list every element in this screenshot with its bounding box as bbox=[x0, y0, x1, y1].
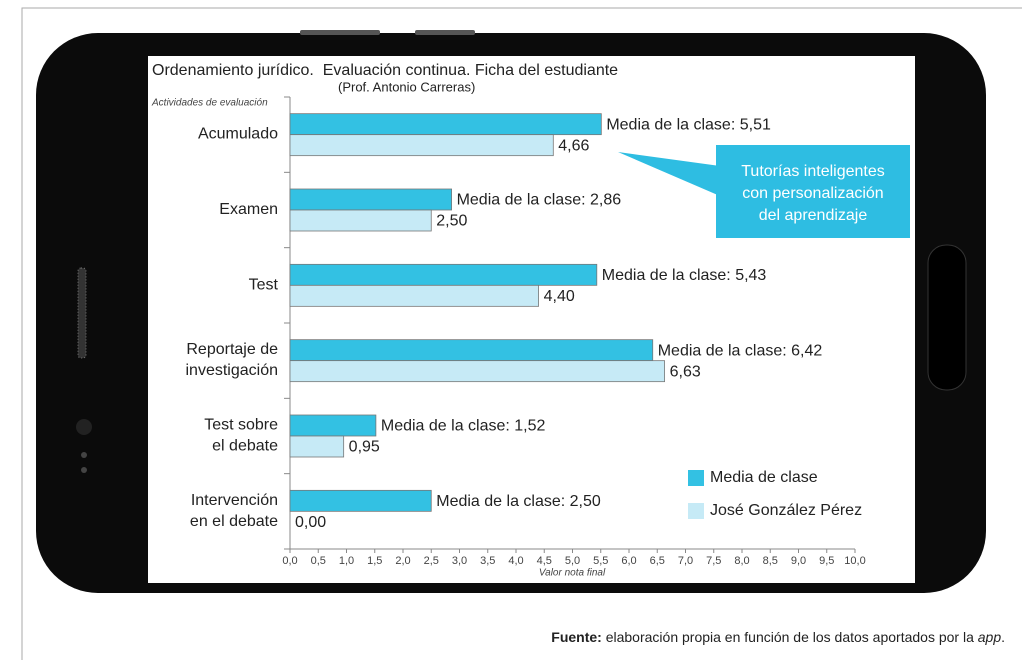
bar bbox=[290, 114, 601, 135]
callout-text: del aprendizaje bbox=[759, 207, 868, 224]
x-tick-label: 3,0 bbox=[452, 555, 467, 567]
value-label: Media de la clase: 2,86 bbox=[457, 192, 622, 209]
value-label: 4,66 bbox=[558, 137, 589, 154]
x-tick-label: 10,0 bbox=[844, 555, 865, 567]
value-label: Media de la clase: 1,52 bbox=[381, 418, 546, 435]
x-tick-label: 8,5 bbox=[763, 555, 778, 567]
x-tick-label: 7,5 bbox=[706, 555, 721, 567]
x-tick-label: 8,0 bbox=[734, 555, 749, 567]
source-end: . bbox=[1001, 629, 1005, 645]
x-tick-label: 7,0 bbox=[678, 555, 693, 567]
x-tick-label: 9,0 bbox=[791, 555, 806, 567]
bar bbox=[290, 361, 665, 382]
value-label: Media de la clase: 5,43 bbox=[602, 267, 767, 284]
value-label: 2,50 bbox=[436, 213, 467, 230]
y-tick-label: Examen bbox=[219, 201, 278, 218]
chart-subtitle: (Prof. Antonio Carreras) bbox=[338, 79, 475, 94]
source: Fuente: elaboración propia en función de… bbox=[551, 629, 1005, 645]
source-text: elaboración propia en función de los dat… bbox=[602, 629, 978, 645]
home-button bbox=[928, 245, 966, 390]
bar bbox=[290, 415, 376, 436]
sensor bbox=[81, 467, 87, 473]
value-label: 0,00 bbox=[295, 514, 326, 531]
x-tick-label: 2,0 bbox=[395, 555, 410, 567]
y-tick-label: Test bbox=[249, 277, 279, 294]
bar bbox=[290, 210, 431, 231]
source-app: app bbox=[978, 629, 1002, 645]
bar bbox=[290, 285, 539, 306]
speaker bbox=[78, 268, 86, 358]
legend-swatch bbox=[688, 470, 704, 486]
y-tick-label: Acumulado bbox=[198, 126, 278, 143]
x-tick-label: 1,5 bbox=[367, 555, 382, 567]
callout-text: Tutorías inteligentes bbox=[741, 163, 884, 180]
bar bbox=[290, 189, 452, 210]
sensor bbox=[81, 452, 87, 458]
x-tick-label: 1,0 bbox=[339, 555, 354, 567]
value-label: 4,40 bbox=[544, 288, 575, 305]
value-label: 0,95 bbox=[349, 439, 380, 456]
x-tick-label: 9,5 bbox=[819, 555, 834, 567]
legend-label: José González Pérez bbox=[710, 502, 862, 519]
legend-label: Media de clase bbox=[710, 469, 818, 486]
callout-text: con personalización bbox=[742, 185, 883, 202]
value-label: Media de la clase: 5,51 bbox=[606, 116, 771, 133]
x-tick-label: 3,5 bbox=[480, 555, 495, 567]
x-tick-label: 4,0 bbox=[508, 555, 523, 567]
x-axis-label: Valor nota final bbox=[539, 568, 606, 579]
x-tick-label: 2,5 bbox=[424, 555, 439, 567]
value-label: Media de la clase: 2,50 bbox=[436, 493, 601, 510]
camera bbox=[76, 419, 92, 435]
legend-swatch bbox=[688, 503, 704, 519]
value-label: 6,63 bbox=[670, 363, 701, 380]
x-tick-label: 5,0 bbox=[565, 555, 580, 567]
source-label: Fuente: bbox=[551, 629, 602, 645]
x-tick-label: 6,0 bbox=[621, 555, 636, 567]
y-axis-label: Actividades de evaluación bbox=[151, 98, 268, 109]
page: Ordenamiento jurídico. Evaluación contin… bbox=[0, 0, 1022, 660]
phone-button bbox=[415, 30, 475, 35]
chart-title: Ordenamiento jurídico. Evaluación contin… bbox=[152, 62, 618, 79]
x-tick-label: 5,5 bbox=[593, 555, 608, 567]
x-tick-label: 6,5 bbox=[650, 555, 665, 567]
x-tick-label: 0,5 bbox=[311, 555, 326, 567]
bar bbox=[290, 264, 597, 285]
phone-button bbox=[300, 30, 380, 35]
bar bbox=[290, 340, 653, 361]
bar bbox=[290, 135, 553, 156]
bar bbox=[290, 490, 431, 511]
bar bbox=[290, 436, 344, 457]
x-tick-label: 0,0 bbox=[282, 555, 297, 567]
x-tick-label: 4,5 bbox=[537, 555, 552, 567]
value-label: Media de la clase: 6,42 bbox=[658, 342, 823, 359]
